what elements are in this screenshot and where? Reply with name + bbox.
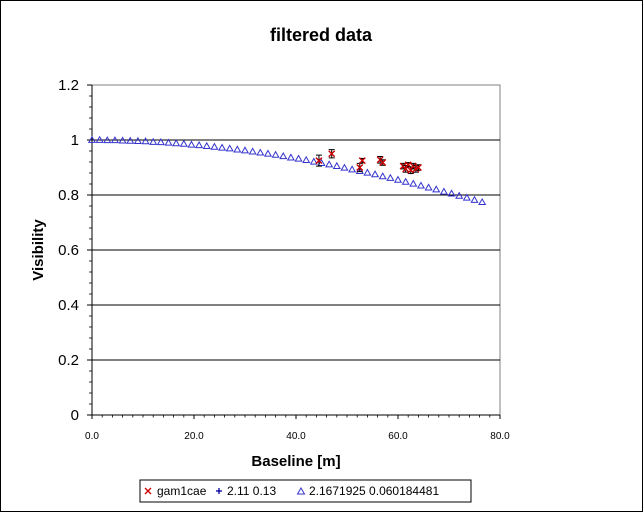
model-point-triangle xyxy=(325,160,334,168)
model-point-triangle xyxy=(164,138,173,146)
model-point-triangle xyxy=(355,166,364,174)
model-point-triangle xyxy=(332,161,341,170)
model-point-triangle xyxy=(393,175,403,183)
model-point-triangle xyxy=(156,137,165,146)
model-point-triangle xyxy=(179,139,188,147)
data-point-x xyxy=(379,159,387,167)
model-point-triangle xyxy=(210,142,219,150)
legend-marker-x xyxy=(144,487,152,495)
model-point-triangle xyxy=(340,163,349,171)
model-point-triangle xyxy=(416,181,426,189)
model-point-triangle xyxy=(378,172,387,180)
model-point-triangle xyxy=(110,136,120,144)
model-point-triangle xyxy=(309,157,318,165)
model-point-triangle xyxy=(103,136,112,144)
model-point-triangle xyxy=(401,177,410,185)
legend-marker-plus xyxy=(216,488,222,494)
model-point-triangle xyxy=(172,139,181,147)
x-axis-title: Baseline [m] xyxy=(251,453,340,470)
x-tick-label: 60.0 xyxy=(388,431,408,442)
model-point-triangle xyxy=(409,179,418,187)
x-tick-label: 40.0 xyxy=(286,431,306,442)
y-tick-label: 0.6 xyxy=(58,242,79,259)
y-tick-label: 0.8 xyxy=(58,187,79,204)
data-point-x xyxy=(358,157,366,165)
model-point-triangle xyxy=(348,165,357,173)
data-point-x xyxy=(356,164,364,171)
model-point-triangle xyxy=(447,189,456,197)
model-point-triangle xyxy=(439,187,448,195)
legend-label-2: 2.11 0.13 xyxy=(227,484,276,498)
model-point-triangle xyxy=(202,141,211,149)
y-tick-label: 0.2 xyxy=(58,352,79,369)
data-point-x xyxy=(328,150,336,158)
y-tick-label: 0.4 xyxy=(58,297,79,314)
model-point-triangle xyxy=(271,150,280,158)
model-point-triangle xyxy=(256,148,265,156)
model-point-triangle xyxy=(217,143,227,151)
model-point-triangle xyxy=(149,137,158,145)
model-point-triangle xyxy=(294,154,303,162)
model-point-triangle xyxy=(386,173,395,181)
model-point-triangle xyxy=(225,144,234,152)
legend: gam1cae 2.11 0.13 2.1671925 0.060184481 xyxy=(139,479,472,503)
model-point-triangle xyxy=(233,145,242,153)
data-point-x xyxy=(407,166,415,174)
model-point-triangle xyxy=(87,135,97,143)
y-axis-title: Visibility xyxy=(30,219,47,281)
data-point-x xyxy=(414,164,422,171)
x-tick-label: 80.0 xyxy=(490,431,510,442)
x-tick-labels: 0.0 20.0 40.0 60.0 80.0 xyxy=(85,415,510,442)
model-point-triangle xyxy=(455,191,464,199)
data-point-x xyxy=(315,157,323,165)
model-point-triangle xyxy=(263,149,273,157)
model-point-triangle xyxy=(248,147,257,155)
model-point-triangle xyxy=(240,146,250,154)
model-point-triangle xyxy=(317,158,326,166)
model-point-triangle xyxy=(363,168,372,176)
chart-title: filtered data xyxy=(270,25,373,45)
model-point-triangle xyxy=(470,195,479,203)
model-point-triangle xyxy=(432,185,441,193)
x-tick-label: 20.0 xyxy=(184,431,204,442)
y-tick-label: 1 xyxy=(71,132,79,149)
x-tick-label: 0.0 xyxy=(85,431,99,442)
y-tick-labels: 0 0.2 0.4 0.6 0.8 1 1.2 xyxy=(58,77,92,424)
legend-box xyxy=(139,479,472,503)
y-tick-label: 0 xyxy=(71,407,79,424)
legend-label-3: 2.1671925 0.060184481 xyxy=(309,484,439,498)
model-point-triangle xyxy=(118,136,127,144)
model-point-triangle xyxy=(195,141,204,149)
legend-label-1: gam1cae xyxy=(157,484,207,498)
model-point-triangle xyxy=(462,193,471,201)
series-layer xyxy=(87,135,487,206)
model-point-triangle xyxy=(126,136,135,144)
model-point-triangle xyxy=(286,153,295,161)
model-point-triangle xyxy=(302,155,311,163)
model-point-triangle xyxy=(187,140,196,148)
model-point-triangle xyxy=(478,197,487,206)
model-point-triangle xyxy=(95,135,104,143)
model-point-triangle xyxy=(424,183,433,191)
legend-marker-triangle xyxy=(296,487,306,495)
y-tick-label: 1.2 xyxy=(58,77,79,94)
model-point-triangle xyxy=(279,152,288,160)
model-point-triangle xyxy=(133,136,142,144)
model-point-triangle xyxy=(370,170,380,178)
model-point-triangle xyxy=(141,137,150,145)
